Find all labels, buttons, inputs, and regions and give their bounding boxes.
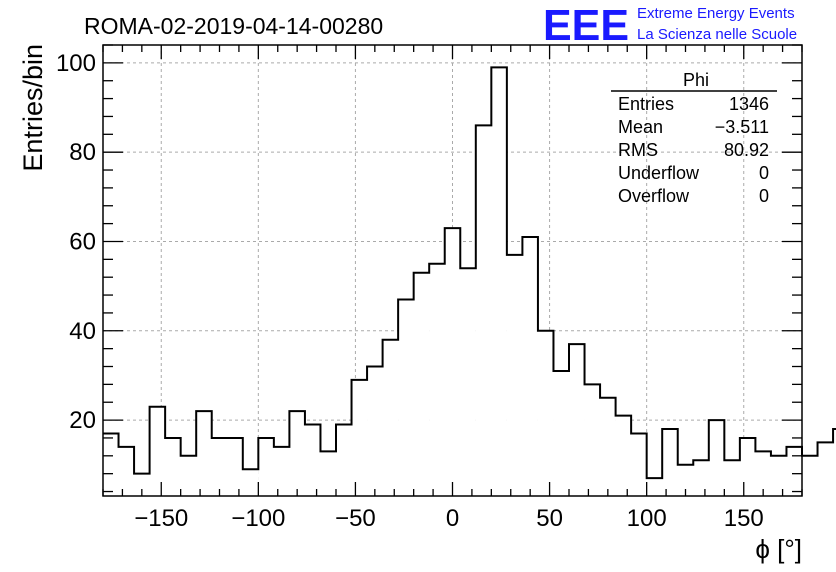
y-tick-label: 100 — [56, 50, 96, 77]
histogram-bin — [833, 429, 836, 496]
histogram-bin — [413, 272, 430, 496]
logo-line2: La Scienza nelle Scuole — [637, 26, 797, 43]
histogram-bin — [537, 330, 554, 496]
stats-row-label: Entries — [618, 94, 674, 114]
histogram-bin — [615, 415, 632, 496]
histogram-bin — [367, 366, 383, 496]
histogram-bars — [103, 66, 836, 497]
histogram-bin — [460, 268, 476, 496]
histogram-bin — [196, 411, 212, 496]
x-tick-label: 150 — [724, 505, 764, 532]
histogram-bin — [569, 344, 585, 496]
histogram-bin — [584, 384, 601, 496]
stats-row-value: 0 — [759, 163, 769, 183]
axis-ticks — [102, 44, 803, 496]
y-tick-labels: 20 40 60 80 100 — [56, 50, 96, 434]
stats-row-value: −3.511 — [715, 117, 769, 137]
histogram-bin — [211, 437, 228, 496]
histogram-bin — [708, 420, 725, 496]
x-tick-labels: −150 −100 −50 0 50 100 150 — [134, 505, 764, 532]
histogram-bin — [677, 464, 694, 496]
histogram-bin — [149, 406, 166, 496]
histogram-bin — [289, 411, 305, 496]
y-axis-label: Entries/bin — [18, 44, 48, 172]
histogram-bin — [118, 446, 135, 496]
chart-title: ROMA-02-2019-04-14-00280 — [84, 13, 383, 39]
histogram-bin — [180, 455, 197, 496]
stats-title: Phi — [683, 70, 709, 90]
histogram-bin — [336, 424, 352, 496]
histogram-bin — [631, 433, 647, 496]
histogram-bin — [600, 397, 616, 496]
histogram-outline — [103, 66, 836, 480]
histogram-bin — [320, 451, 336, 496]
histogram-bin — [802, 455, 818, 496]
histogram-bin — [786, 446, 802, 496]
histogram-bin — [165, 437, 181, 496]
x-axis-label: ϕ [°] — [755, 534, 802, 564]
histogram-bin — [304, 424, 321, 496]
histogram-bin — [103, 433, 119, 496]
histogram-bin — [134, 473, 150, 496]
stats-row-label: Overflow — [618, 186, 690, 206]
y-tick-label: 40 — [69, 318, 96, 345]
y-tick-label: 20 — [69, 407, 96, 434]
histogram-bin — [491, 67, 507, 497]
histogram-bin — [646, 478, 663, 496]
histogram-bin — [553, 370, 569, 496]
histogram-bin — [770, 455, 787, 496]
histogram-bin — [817, 442, 834, 496]
histogram-bin — [444, 228, 461, 496]
plot-frame — [102, 44, 803, 497]
histogram-bin — [755, 451, 771, 496]
histogram-bin — [351, 379, 368, 496]
histogram-bin — [242, 469, 259, 496]
histogram-bin — [724, 460, 740, 496]
histogram-bin — [693, 460, 709, 496]
logo: EEE Extreme Energy Events La Scienza nel… — [543, 1, 797, 50]
stats-row-value: 0 — [759, 186, 769, 206]
y-tick-label: 80 — [69, 139, 96, 166]
stats-row-value: 1346 — [729, 94, 769, 114]
stats-row-label: RMS — [618, 140, 658, 160]
histogram-bin — [662, 429, 678, 496]
logo-mark: EEE — [543, 1, 629, 50]
histogram-bin — [739, 437, 756, 496]
stats-row-value: 80.92 — [724, 140, 769, 160]
x-tick-label: −50 — [335, 505, 376, 532]
stats-rows: Entries 1346 Mean −3.511 RMS 80.92 Underflow 0 O… — [618, 94, 769, 206]
x-tick-label: 50 — [536, 505, 563, 532]
histogram-bin — [506, 254, 523, 496]
stats-row-label: Mean — [618, 117, 663, 137]
histogram-bin — [398, 299, 414, 496]
histogram-bin — [227, 437, 243, 496]
x-tick-label: 0 — [446, 505, 459, 532]
histogram-bin — [429, 263, 445, 496]
x-tick-label: −150 — [134, 505, 188, 532]
x-tick-label: 100 — [627, 505, 667, 532]
stats-box: Phi Entries 1346 Mean −3.511 RMS 80.92 Underfl… — [611, 70, 777, 206]
x-tick-label: −100 — [231, 505, 285, 532]
stats-row-label: Underflow — [618, 163, 700, 183]
histogram-bin — [273, 446, 290, 496]
histogram-bin — [522, 237, 538, 497]
y-tick-label: 60 — [69, 228, 96, 255]
histogram-bin — [475, 125, 492, 497]
logo-line1: Extreme Energy Events — [637, 5, 795, 22]
histogram-bin — [258, 437, 274, 496]
histogram-bin — [382, 339, 399, 496]
